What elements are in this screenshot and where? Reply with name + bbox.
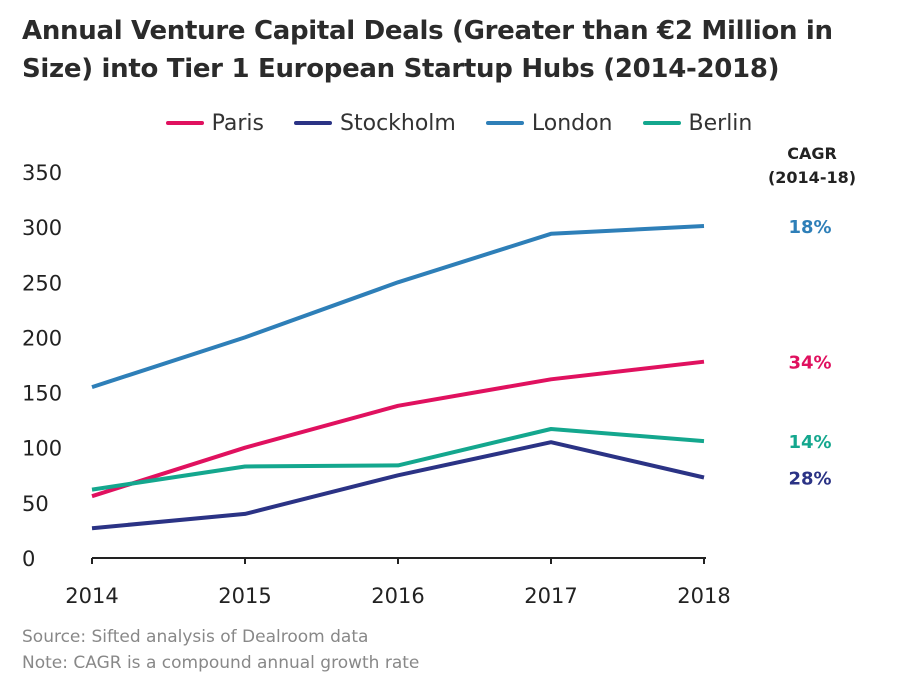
source-note: Source: Sifted analysis of Dealroom data: [22, 627, 369, 647]
y-tick-label-50: 50: [22, 492, 49, 516]
series-line-paris: [91, 359, 705, 499]
legend-swatch-berlin: [642, 121, 681, 125]
legend-swatch-stockholm: [294, 121, 333, 125]
y-tick-label-200: 200: [22, 326, 62, 350]
cagr-column: CAGR (2014-18) 18% 34% 14% 28%: [768, 144, 856, 489]
cagr-header-line1: CAGR: [787, 144, 837, 163]
line-chart: 2014 2015 2016 2017 2018 0 50 100 150 200 250 300 35…: [22, 144, 856, 608]
legend-item-stockholm: Stockholm: [294, 108, 456, 138]
legend-item-paris: Paris: [165, 108, 265, 138]
legend: Paris Stockholm London Berlin: [0, 108, 906, 138]
series-line-berlin: [91, 427, 705, 492]
y-tick-label-350: 350: [22, 161, 62, 185]
x-tick-label-2014: 2014: [65, 584, 118, 608]
footnotes: Source: Sifted analysis of Dealroom data…: [22, 624, 419, 676]
x-tick-label-2017: 2017: [524, 584, 577, 608]
legend-swatch-paris: [165, 121, 204, 125]
legend-label-berlin: Berlin: [688, 110, 753, 136]
chart-title-line2: Size) into Tier 1 European Startup Hubs …: [22, 54, 780, 84]
cagr-header-line2: (2014-18): [768, 168, 856, 187]
series-line-stockholm: [91, 440, 705, 531]
cagr-value-berlin: 14%: [788, 432, 831, 453]
x-tick-label-2015: 2015: [218, 584, 271, 608]
legend-item-berlin: Berlin: [642, 108, 753, 138]
chart-title-line1: Annual Venture Capital Deals (Greater th…: [22, 16, 833, 46]
cagr-value-stockholm: 28%: [788, 468, 831, 489]
axes: 2014 2015 2016 2017 2018 0 50 100 150 200 250 300 35…: [22, 161, 731, 608]
series-lines: [91, 224, 705, 531]
y-tick-label-150: 150: [22, 382, 62, 406]
y-tick-label-0: 0: [22, 547, 35, 571]
cagr-value-paris: 34%: [788, 353, 831, 374]
chart-title: Annual Venture Capital Deals (Greater th…: [22, 12, 882, 88]
cagr-value-london: 18%: [788, 217, 831, 238]
cagr-note: Note: CAGR is a compound annual growth r…: [22, 653, 420, 673]
x-tick-label-2016: 2016: [371, 584, 424, 608]
y-tick-label-250: 250: [22, 271, 62, 295]
legend-label-paris: Paris: [211, 110, 265, 136]
legend-label-stockholm: Stockholm: [340, 110, 456, 136]
legend-label-london: London: [531, 110, 613, 136]
series-line-london: [91, 224, 705, 390]
y-tick-label-100: 100: [22, 437, 62, 461]
x-tick-label-2018: 2018: [677, 584, 730, 608]
legend-swatch-london: [485, 121, 524, 125]
y-tick-label-300: 300: [22, 216, 62, 240]
legend-item-london: London: [485, 108, 613, 138]
